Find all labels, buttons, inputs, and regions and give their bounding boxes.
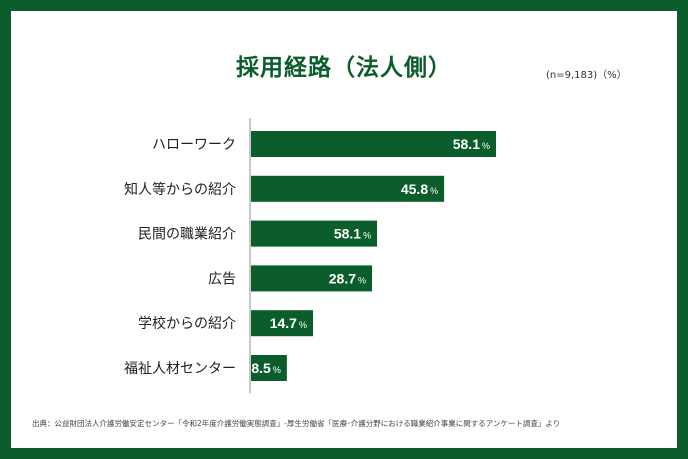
category-label: ハローワーク	[152, 137, 236, 153]
chart-title: 採用経路（法人側）	[236, 55, 452, 81]
value-label: 28.7%	[329, 270, 366, 286]
y-axis-line	[249, 118, 251, 393]
category-label: 広告	[208, 271, 236, 287]
category-label: 民間の職業紹介	[138, 227, 236, 243]
value-label: 14.7%	[270, 315, 307, 331]
value-label: 58.1%	[453, 136, 490, 152]
bar	[251, 175, 445, 202]
sample-size-note: (n=9,183)（%）	[546, 70, 627, 81]
bar	[251, 131, 496, 157]
bar	[251, 355, 287, 381]
bar	[251, 220, 378, 247]
value-label: 45.8%	[401, 181, 438, 197]
bar	[251, 265, 373, 292]
category-label: 知人等からの紹介	[124, 181, 236, 198]
category-label: 学校からの紹介	[138, 315, 236, 332]
bar	[251, 310, 313, 337]
source-note: 出典：公益財団法人介護労働安定センター「令和2年度介護労働実態調査」-厚生労働省…	[32, 419, 561, 428]
value-label: 8.5%	[251, 360, 280, 376]
value-label: 58.1%	[334, 226, 371, 242]
category-label: 福祉人材センター	[124, 361, 236, 377]
